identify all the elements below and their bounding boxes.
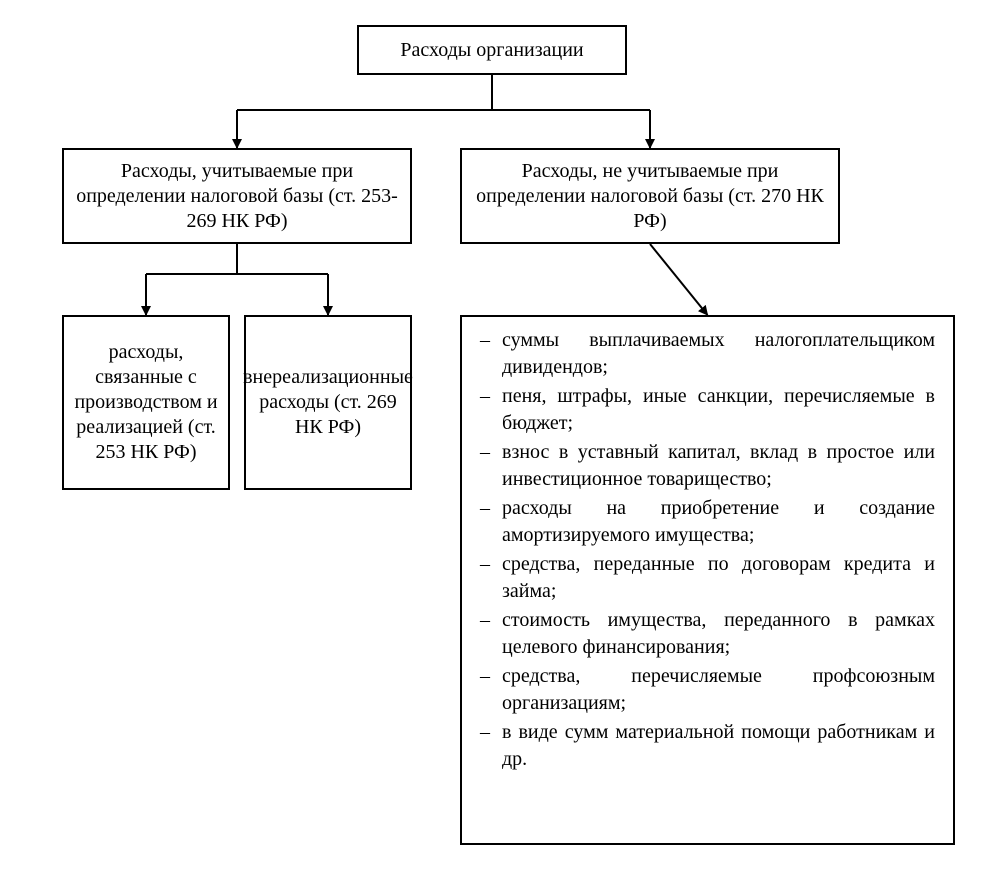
list-item: взнос в уставный капитал, вклад в просто… [480, 439, 935, 493]
node-left-child-2: внереализационные расходы (ст. 269 НК РФ… [244, 315, 412, 490]
list-item: суммы выплачиваемых налогоплательщиком д… [480, 327, 935, 381]
list-item: пеня, штрафы, иные санкции, перечисляемы… [480, 383, 935, 437]
node-right-branch: Расходы, не учитываемые при определении … [460, 148, 840, 244]
node-left-child-2-label: внереализационные расходы (ст. 269 НК РФ… [243, 365, 413, 440]
list-item: в виде сумм материальной помощи работник… [480, 719, 935, 773]
list-item: стоимость имущества, переданного в рамка… [480, 607, 935, 661]
node-right-list: суммы выплачиваемых налогоплательщиком д… [460, 315, 955, 845]
node-left-branch-label: Расходы, учитываемые при определении нал… [74, 159, 400, 234]
node-right-branch-label: Расходы, не учитываемые при определении … [472, 159, 828, 234]
list-item: расходы на приобретение и создание аморт… [480, 495, 935, 549]
right-list-items: суммы выплачиваемых налогоплательщиком д… [480, 327, 935, 773]
diagram-canvas: Расходы организации Расходы, учитываемые… [0, 0, 993, 871]
list-item: средства, переданные по договорам кредит… [480, 551, 935, 605]
node-left-branch: Расходы, учитываемые при определении нал… [62, 148, 412, 244]
list-item: средства, перечисляемые профсоюзным орга… [480, 663, 935, 717]
node-root-label: Расходы организации [400, 38, 583, 63]
node-left-child-1: расходы, связанные с производством и реа… [62, 315, 230, 490]
node-root: Расходы организации [357, 25, 627, 75]
node-left-child-1-label: расходы, связанные с производством и реа… [74, 340, 218, 465]
